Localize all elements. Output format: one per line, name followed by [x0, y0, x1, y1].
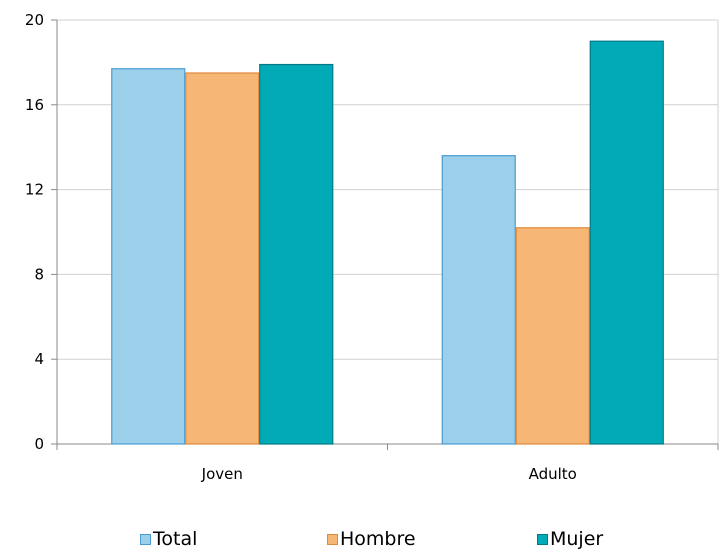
bar-total-joven	[111, 68, 186, 445]
y-tick-label: 20	[25, 11, 44, 29]
bar-chart: 0 4 8 12 16 20 Joven Adulto	[25, 11, 719, 483]
y-tick-label: 16	[25, 96, 44, 114]
legend: Total Hombre Mujer	[0, 528, 721, 556]
legend-swatch-mujer	[537, 534, 548, 545]
legend-label-mujer: Mujer	[550, 528, 604, 550]
legend-swatch-total	[140, 534, 151, 545]
y-tick-label: 0	[34, 435, 44, 453]
legend-swatch-hombre	[327, 534, 338, 545]
x-tick-label: Joven	[201, 465, 243, 483]
x-tick-label: Adulto	[529, 465, 577, 483]
bar-mujer-adulto	[589, 40, 664, 445]
bar-mujer-joven	[259, 63, 334, 445]
y-tick-label: 8	[34, 265, 44, 283]
bar-hombre-adulto	[515, 227, 590, 445]
bar-hombre-joven	[185, 72, 260, 445]
legend-label-total: Total	[153, 528, 198, 550]
legend-item-mujer: Mujer	[537, 528, 603, 550]
y-tick-label: 12	[25, 181, 44, 199]
bar-total-adulto	[441, 155, 516, 445]
legend-item-hombre: Hombre	[327, 528, 416, 550]
legend-item-total: Total	[140, 528, 197, 550]
y-tick-label: 4	[34, 350, 44, 368]
legend-label-hombre: Hombre	[340, 528, 416, 550]
